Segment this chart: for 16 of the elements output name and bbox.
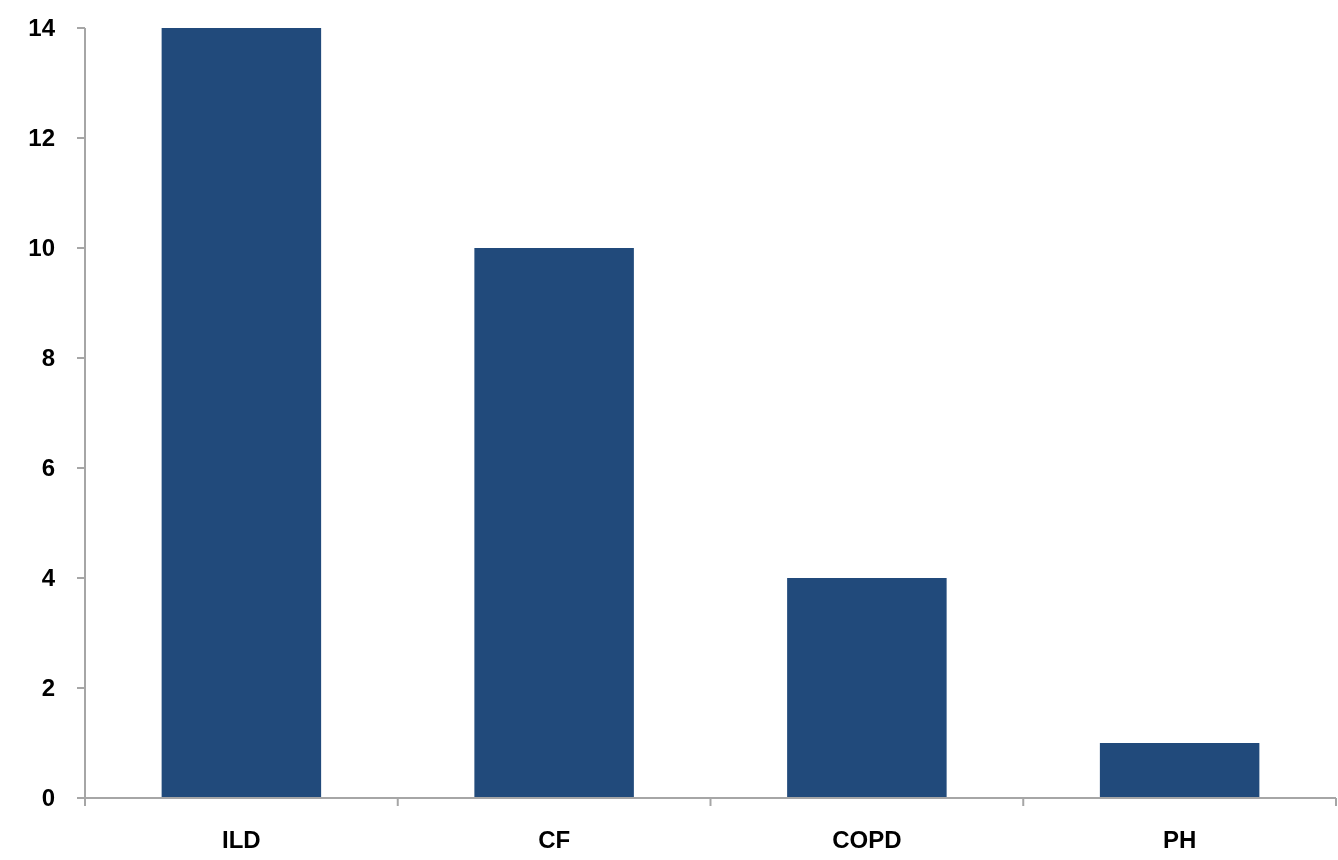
y-tick-label: 2: [41, 674, 55, 702]
y-tick-label: 12: [28, 124, 55, 152]
bar: [474, 248, 634, 798]
y-tick-label: 0: [41, 784, 55, 812]
x-tick-label: PH: [1162, 826, 1197, 853]
y-tick-label: 6: [41, 454, 55, 482]
y-tick-label: 14: [28, 14, 56, 42]
y-tick-label: 10: [28, 234, 55, 262]
x-tick-label: ILD: [222, 826, 261, 853]
x-tick-label: CF: [538, 826, 571, 853]
bar: [787, 578, 947, 798]
bar: [1099, 743, 1260, 798]
y-tick-label: 8: [41, 344, 55, 372]
y-tick-label: 4: [41, 564, 56, 592]
x-tick-label: COPD: [832, 826, 902, 853]
bar: [161, 28, 322, 798]
